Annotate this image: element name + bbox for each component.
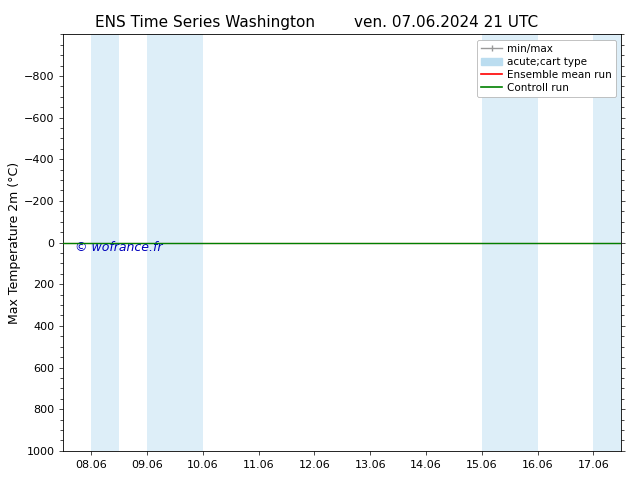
Legend: min/max, acute;cart type, Ensemble mean run, Controll run: min/max, acute;cart type, Ensemble mean … (477, 40, 616, 97)
Y-axis label: Max Temperature 2m (°C): Max Temperature 2m (°C) (8, 162, 21, 323)
Bar (593, 34, 621, 451)
Text: ENS Time Series Washington        ven. 07.06.2024 21 UTC: ENS Time Series Washington ven. 07.06.20… (96, 15, 538, 30)
Bar (91, 34, 119, 451)
Text: © wofrance.fr: © wofrance.fr (75, 242, 162, 254)
Bar (482, 34, 538, 451)
Bar (147, 34, 203, 451)
